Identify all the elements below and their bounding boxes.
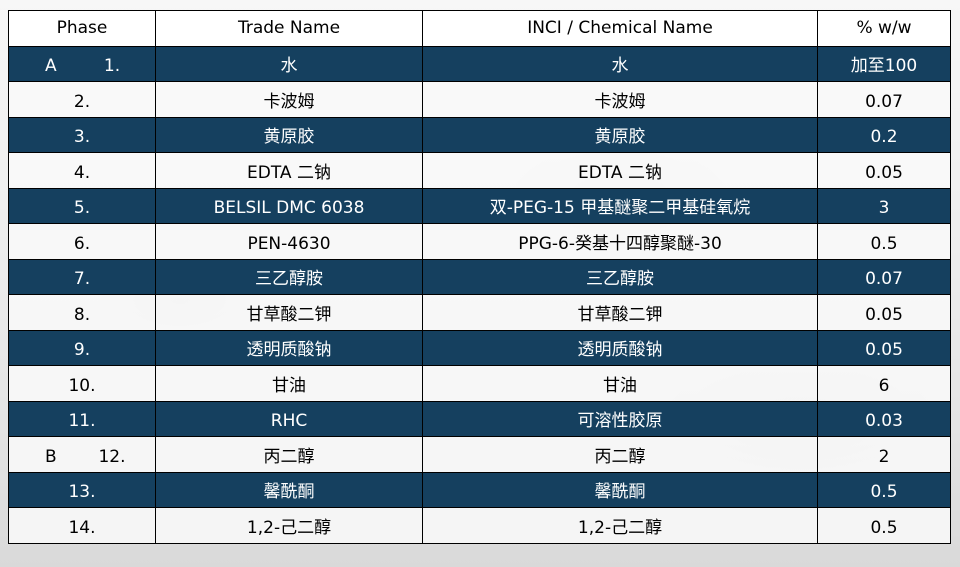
header-inci-name: INCI / Chemical Name: [422, 10, 818, 47]
phase-cell: 4.: [8, 152, 156, 189]
trade-name-cell: 丙二醇: [155, 436, 423, 473]
inci-name-cell: 1,2-己二醇: [422, 507, 818, 544]
header-percent: % w/w: [817, 10, 951, 47]
phase-cell: 2.: [8, 81, 156, 118]
percent-cell: 加至100: [817, 45, 951, 82]
trade-name-cell: 三乙醇胺: [155, 258, 423, 295]
inci-name-cell: 水: [422, 45, 818, 82]
item-number: 3.: [73, 127, 91, 147]
table-row: 4. EDTA 二钠 EDTA 二钠 0.05: [8, 152, 951, 189]
table-row: 3. 黄原胶 黄原胶 0.2: [8, 116, 951, 153]
trade-name-cell: PEN-4630: [155, 223, 423, 260]
percent-cell: 0.05: [817, 294, 951, 331]
phase-cell: 14.: [8, 507, 156, 544]
table-row: 14. 1,2-己二醇 1,2-己二醇 0.5: [8, 507, 951, 544]
trade-name-cell: 甘油: [155, 365, 423, 402]
table-row: B 12. 丙二醇 丙二醇 2: [8, 436, 951, 473]
item-number: 1.: [103, 56, 121, 76]
item-number: 9.: [73, 340, 91, 360]
item-number: 14.: [68, 517, 96, 538]
table-row: 5. BELSIL DMC 6038 双-PEG-15 甲基醚聚二甲基硅氧烷 3: [8, 187, 951, 224]
inci-name-cell: 馨酰酮: [422, 471, 818, 508]
percent-cell: 0.05: [817, 329, 951, 366]
percent-cell: 0.5: [817, 507, 951, 544]
trade-name-cell: 黄原胶: [155, 116, 423, 153]
item-number: 8.: [73, 304, 91, 325]
inci-name-cell: PPG-6-癸基十四醇聚醚-30: [422, 223, 818, 260]
item-number: 10.: [68, 375, 96, 396]
header-row: Phase Trade Name INCI / Chemical Name % …: [8, 10, 951, 47]
table-row: 11. RHC 可溶性胶原 0.03: [8, 400, 951, 437]
item-number: 4.: [73, 162, 91, 183]
trade-name-cell: 透明质酸钠: [155, 329, 423, 366]
phase-cell: 6.: [8, 223, 156, 260]
item-number: 2.: [73, 91, 91, 112]
table-row: 7. 三乙醇胺 三乙醇胺 0.07: [8, 258, 951, 295]
phase-cell: B 12.: [8, 436, 156, 473]
percent-cell: 0.07: [817, 81, 951, 118]
table-row: A 1. 水水加至100: [8, 45, 951, 82]
percent-cell: 2: [817, 436, 951, 473]
phase-cell: 10.: [8, 365, 156, 402]
item-number: 11.: [68, 411, 96, 431]
trade-name-cell: 卡波姆: [155, 81, 423, 118]
inci-name-cell: 甘油: [422, 365, 818, 402]
trade-name-cell: 甘草酸二钾: [155, 294, 423, 331]
trade-name-cell: 馨酰酮: [155, 471, 423, 508]
formulation-table: Phase Trade Name INCI / Chemical Name % …: [8, 10, 951, 544]
inci-name-cell: 透明质酸钠: [422, 329, 818, 366]
header-trade-name: Trade Name: [155, 10, 423, 47]
inci-name-cell: 可溶性胶原: [422, 400, 818, 437]
percent-cell: 0.07: [817, 258, 951, 295]
table-row: 6. PEN-4630 PPG-6-癸基十四醇聚醚-30 0.5: [8, 223, 951, 260]
trade-name-cell: 水: [155, 45, 423, 82]
percent-cell: 0.5: [817, 223, 951, 260]
trade-name-cell: BELSIL DMC 6038: [155, 187, 423, 224]
item-number: 12.: [98, 446, 126, 467]
inci-name-cell: 卡波姆: [422, 81, 818, 118]
phase-cell: 5.: [8, 187, 156, 224]
phase-cell: 11.: [8, 400, 156, 437]
item-number: 7.: [73, 269, 91, 289]
phase-cell: 8.: [8, 294, 156, 331]
phase-cell: 7.: [8, 258, 156, 295]
trade-name-cell: EDTA 二钠: [155, 152, 423, 189]
header-phase: Phase: [8, 10, 156, 47]
phase-cell: A 1.: [8, 45, 156, 82]
percent-cell: 0.05: [817, 152, 951, 189]
table-row: 10. 甘油 甘油 6: [8, 365, 951, 402]
inci-name-cell: 甘草酸二钾: [422, 294, 818, 331]
table-row: 9. 透明质酸钠 透明质酸钠 0.05: [8, 329, 951, 366]
item-number: 6.: [73, 233, 91, 254]
table-row: 2. 卡波姆 卡波姆 0.07: [8, 81, 951, 118]
inci-name-cell: 双-PEG-15 甲基醚聚二甲基硅氧烷: [422, 187, 818, 224]
percent-cell: 0.5: [817, 471, 951, 508]
percent-cell: 0.2: [817, 116, 951, 153]
percent-cell: 0.03: [817, 400, 951, 437]
inci-name-cell: EDTA 二钠: [422, 152, 818, 189]
inci-name-cell: 黄原胶: [422, 116, 818, 153]
inci-name-cell: 丙二醇: [422, 436, 818, 473]
phase-cell: 3.: [8, 116, 156, 153]
phase-group: B: [45, 446, 57, 467]
trade-name-cell: RHC: [155, 400, 423, 437]
percent-cell: 6: [817, 365, 951, 402]
table-row: 13. 馨酰酮 馨酰酮 0.5: [8, 471, 951, 508]
percent-cell: 3: [817, 187, 951, 224]
table-row: 8. 甘草酸二钾 甘草酸二钾 0.05: [8, 294, 951, 331]
phase-group: A: [45, 56, 57, 76]
item-number: 5.: [73, 198, 91, 218]
phase-cell: 9.: [8, 329, 156, 366]
inci-name-cell: 三乙醇胺: [422, 258, 818, 295]
trade-name-cell: 1,2-己二醇: [155, 507, 423, 544]
phase-cell: 13.: [8, 471, 156, 508]
item-number: 13.: [68, 482, 96, 502]
